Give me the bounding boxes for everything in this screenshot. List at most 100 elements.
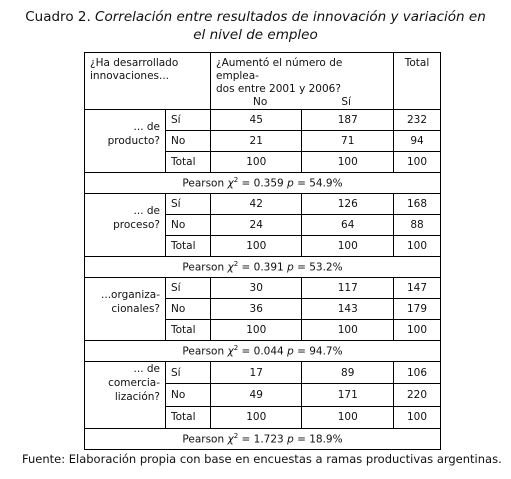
answer: No xyxy=(165,214,211,236)
header-cell: Total xyxy=(393,52,441,110)
chi2-value: 0.359 xyxy=(253,177,284,190)
value: 100 xyxy=(209,151,303,173)
header-sub: No Sí xyxy=(216,96,388,109)
pearson-row: Pearson χ2 = 0.044 p = 94.7% xyxy=(84,340,441,362)
pearson-label: Pearson xyxy=(182,261,225,274)
value: 100 xyxy=(301,405,394,430)
pearson-row: Pearson χ2 = 0.359 p = 54.9% xyxy=(84,172,441,194)
chi-exponent: 2 xyxy=(233,432,239,441)
pearson-label: Pearson xyxy=(182,345,225,358)
chi-symbol: χ xyxy=(227,261,234,274)
pearson-row: Pearson χ2 = 1.723 p = 18.9% xyxy=(84,428,441,450)
value: 168 xyxy=(393,193,441,215)
title-text: Correlación entre resultados de innovaci… xyxy=(95,9,486,43)
header-text: ¿Aumentó el número de emplea- xyxy=(216,57,343,82)
answer: Total xyxy=(165,151,211,173)
p-symbol: p xyxy=(287,345,294,358)
value: 71 xyxy=(301,130,394,152)
value: 100 xyxy=(393,319,441,341)
value: 100 xyxy=(209,405,303,430)
equals: = xyxy=(241,177,251,190)
chi2-value: 0.044 xyxy=(253,345,284,358)
chi-symbol: χ xyxy=(227,433,234,446)
value: 30 xyxy=(209,277,303,299)
value: 126 xyxy=(301,193,394,215)
title: Cuadro 2. Correlación entre resultados d… xyxy=(20,8,491,44)
value: 232 xyxy=(393,109,441,131)
row: ...organiza-cionales? Sí 30 117 147 xyxy=(84,277,441,341)
p-value: 94.7% xyxy=(309,345,343,358)
pearson: Pearson χ2 = 0.359 p = 54.9% xyxy=(84,172,441,194)
header-text: dos entre 2001 y 2006? xyxy=(216,83,341,95)
answer: No xyxy=(165,383,211,407)
answer: Sí xyxy=(165,193,211,215)
value: 36 xyxy=(209,298,303,320)
answer: No xyxy=(165,130,211,152)
value: 100 xyxy=(209,235,303,257)
pearson-label: Pearson xyxy=(182,433,225,446)
value: 49 xyxy=(209,383,303,407)
chi2-value: 0.391 xyxy=(253,261,284,274)
row: Total 100 100 100 xyxy=(85,235,441,257)
group-label-text: comercia- xyxy=(108,377,160,389)
header-text: innovaciones... xyxy=(90,70,170,82)
value: 147 xyxy=(393,277,441,299)
pearson-row: Pearson χ2 = 0.391 p = 53.2% xyxy=(84,256,441,278)
answer: Total xyxy=(165,235,211,257)
chi-symbol: χ xyxy=(227,345,234,358)
answer: Total xyxy=(165,405,211,430)
group-label-text: proceso? xyxy=(113,219,160,231)
value: 88 xyxy=(393,214,441,236)
value: 179 xyxy=(393,298,441,320)
chi-exponent: 2 xyxy=(233,260,239,269)
group-label-text: cionales? xyxy=(111,303,160,315)
value: 94 xyxy=(393,130,441,152)
pearson: Pearson χ2 = 0.044 p = 94.7% xyxy=(84,340,441,362)
equals: = xyxy=(241,261,251,274)
p-symbol: p xyxy=(287,433,294,446)
row: ... de proceso? Sí 42 126 168 xyxy=(84,193,441,257)
header-si: Sí xyxy=(341,96,351,108)
chi-symbol: χ xyxy=(227,177,234,190)
answer: Sí xyxy=(165,277,211,299)
pearson: Pearson χ2 = 0.391 p = 53.2% xyxy=(84,256,441,278)
answer: Sí xyxy=(165,109,211,131)
answer: No xyxy=(165,298,211,320)
p-value: 54.9% xyxy=(309,177,343,190)
equals: = xyxy=(297,345,306,358)
value: 24 xyxy=(209,214,303,236)
value: 100 xyxy=(393,405,441,430)
group-label-text: ... de xyxy=(133,363,160,375)
answer: Sí xyxy=(165,360,211,385)
value: 100 xyxy=(393,235,441,257)
answer: Total xyxy=(165,319,211,341)
row: ... de comercia-lización? Sí 17 89 106 xyxy=(84,360,441,429)
value: 171 xyxy=(301,383,394,407)
source: Fuente: Elaboración propia con base en e… xyxy=(22,452,502,466)
value: 21 xyxy=(209,130,303,152)
table: ¿Ha desarrollado innovaciones... ¿Aumentó … xyxy=(84,52,441,450)
group-label: ...organiza-cionales? xyxy=(84,277,166,341)
value: 17 xyxy=(209,360,303,385)
header-text: ¿Ha desarrollado xyxy=(90,57,179,69)
value: 100 xyxy=(209,319,303,341)
row: Total 100 100 100 xyxy=(85,405,441,430)
value: 100 xyxy=(301,151,394,173)
chi-exponent: 2 xyxy=(233,176,239,185)
pearson: Pearson χ2 = 1.723 p = 18.9% xyxy=(84,428,441,450)
value: 117 xyxy=(301,277,394,299)
value: 100 xyxy=(301,235,394,257)
group-label-text: producto? xyxy=(107,135,160,147)
p-symbol: p xyxy=(287,261,294,274)
group-label: ... de comercia-lización? xyxy=(84,361,166,429)
value: 64 xyxy=(301,214,394,236)
p-value: 53.2% xyxy=(309,261,343,274)
chi-exponent: 2 xyxy=(233,344,239,353)
p-value: 18.9% xyxy=(309,433,343,446)
value: 106 xyxy=(393,360,441,385)
group-label-text: ... de xyxy=(133,205,160,217)
header-cell: ¿Aumentó el número de emplea-dos entre 2… xyxy=(210,52,394,110)
equals: = xyxy=(241,345,251,358)
header-no: No xyxy=(253,96,268,108)
